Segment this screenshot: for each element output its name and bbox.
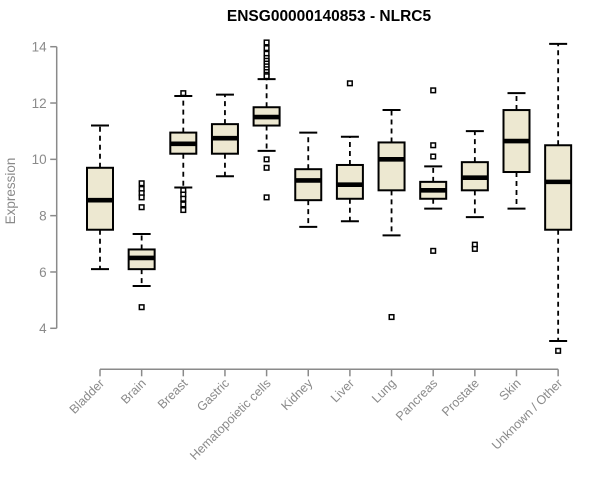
box-group — [377, 109, 406, 321]
y-tick-label: 10 — [32, 152, 47, 167]
outlier-point — [430, 87, 437, 94]
y-axis-label: Expression — [3, 158, 18, 225]
box-group — [294, 131, 323, 228]
y-tick-label: 14 — [32, 40, 48, 55]
x-category-label: Kidney — [278, 376, 315, 413]
y-tick-label: 12 — [32, 96, 47, 111]
box-group — [210, 93, 239, 178]
box-group — [460, 130, 489, 252]
outlier-point — [430, 142, 437, 149]
x-category-label: Gastric — [194, 376, 232, 414]
iqr-box — [294, 168, 323, 202]
outlier-point — [263, 73, 270, 80]
outlier-point — [430, 247, 437, 254]
boxes — [86, 39, 573, 354]
chart-title: ENSG00000140853 - NLRC5 — [227, 8, 432, 25]
outlier-point — [180, 195, 187, 202]
box-group — [127, 180, 156, 311]
y-tick-label: 4 — [39, 321, 47, 336]
x-category-label: Prostate — [439, 376, 482, 419]
outlier-point — [138, 194, 145, 201]
box-group — [335, 80, 364, 223]
box-group — [169, 90, 198, 214]
outlier-point — [138, 180, 145, 187]
outlier-point — [471, 245, 478, 252]
outlier-point — [180, 206, 187, 214]
x-category-label: Bladder — [67, 376, 107, 416]
outlier-point — [138, 204, 145, 211]
box-group — [419, 87, 448, 254]
y-tick-label: 6 — [39, 265, 47, 280]
x-category-label: Breast — [155, 376, 191, 412]
outlier-point — [430, 153, 437, 160]
x-category-label: Liver — [328, 376, 357, 405]
iqr-box — [335, 163, 364, 200]
box-group — [502, 92, 531, 210]
x-category-label: Lung — [369, 376, 399, 406]
iqr-box — [544, 144, 573, 231]
outlier-point — [263, 156, 270, 163]
outlier-point — [180, 201, 187, 208]
x-category-label: Unknown / Other — [489, 376, 565, 452]
outlier-point — [263, 164, 270, 171]
x-category-label: Pancreas — [393, 376, 440, 423]
box-group — [86, 124, 114, 271]
box-group — [544, 42, 573, 354]
outlier-point — [388, 313, 395, 321]
outlier-point — [346, 80, 353, 87]
iqr-box — [377, 141, 406, 192]
y-tick-label: 8 — [39, 208, 47, 223]
x-category-label: Skin — [497, 376, 524, 403]
axes: 4 6 8 10 12 14 Bladder Brain Breast GastricHemato… — [32, 40, 566, 463]
outlier-point — [138, 304, 145, 311]
outlier-point — [180, 90, 187, 97]
x-category-label: Brain — [118, 376, 149, 407]
x-category-label: Hematopoietic cells — [187, 376, 274, 463]
outlier-point — [263, 194, 270, 201]
outlier-point — [263, 39, 270, 46]
outlier-point — [263, 45, 270, 52]
outlier-point — [555, 347, 562, 354]
box-group — [252, 39, 281, 201]
